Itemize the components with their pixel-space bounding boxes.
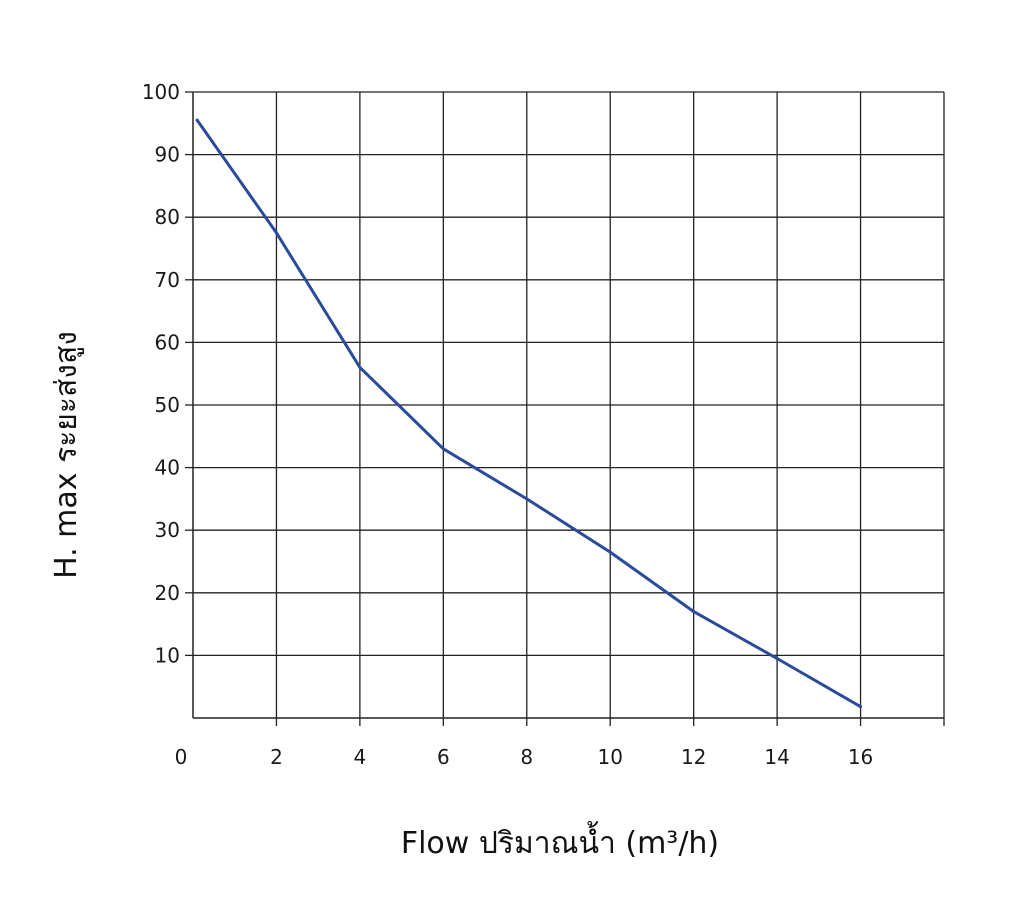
y-tick-label: 20 [155,581,180,605]
y-tick-label: 100 [142,80,180,104]
series-line [195,118,863,709]
data-point [775,657,779,661]
x-tick-label: 4 [354,745,367,769]
data-point [608,550,612,554]
x-tick-label: 12 [681,745,706,769]
data-point [195,118,199,122]
y-tick-label: 90 [155,143,180,167]
y-tick-label: 60 [155,330,180,354]
data-point [525,497,529,501]
y-tick-label: 70 [155,268,180,292]
data-point [358,365,362,369]
x-tick-label: 0 [175,745,188,769]
y-axis-title: H. max ระยะส่งสูง [49,331,84,579]
y-tick-label: 30 [155,518,180,542]
data-point [692,610,696,614]
x-tick-label: 10 [597,745,622,769]
grid-lines [193,91,945,718]
x-tick-label: 8 [520,745,533,769]
data-point [859,705,863,709]
y-tick-label: 40 [155,456,180,480]
axes [185,91,945,726]
y-tick-label: 80 [155,205,180,229]
x-tick-label: 16 [848,745,873,769]
x-tick-label: 2 [270,745,283,769]
x-axis-title: Flow ปริมาณน้ำ (m³/h) [401,821,719,861]
x-tick-label: 6 [437,745,450,769]
y-tick-label: 10 [155,643,180,667]
series-layer [195,118,863,709]
data-point [441,447,445,451]
y-tick-label: 50 [155,393,180,417]
tick-labels: 10 20 30 40 50 60 70 80 90 100 0 2 4 6 8 10 12 14 16 [142,80,873,769]
x-tick-label: 14 [764,745,789,769]
data-point [274,231,278,235]
